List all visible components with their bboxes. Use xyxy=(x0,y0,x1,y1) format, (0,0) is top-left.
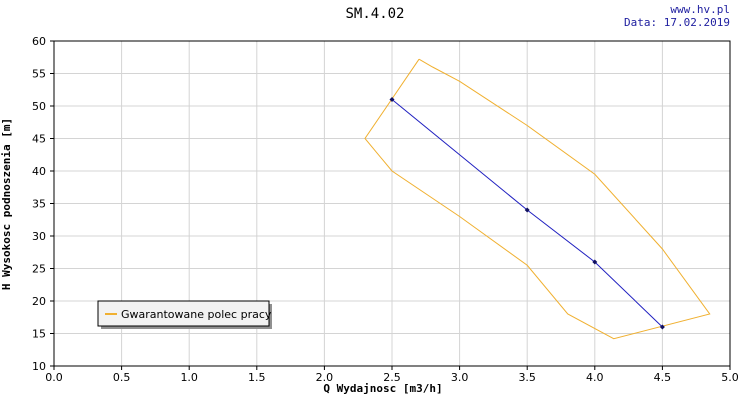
x-tick-label: 2.0 xyxy=(316,371,334,384)
x-tick-label: 3.0 xyxy=(451,371,469,384)
y-tick-label: 10 xyxy=(32,360,46,373)
x-tick-label: 0.5 xyxy=(113,371,131,384)
y-tick-label: 45 xyxy=(32,133,46,146)
y-tick-label: 60 xyxy=(32,35,46,48)
data-marks xyxy=(364,58,711,340)
plot-frame xyxy=(53,40,731,367)
y-tick-label: 20 xyxy=(32,295,46,308)
y-tick-label: 15 xyxy=(32,328,46,341)
x-tick-label: 3.5 xyxy=(518,371,536,384)
y-axis-title: H Wysokosc podnoszenia [m] xyxy=(0,118,13,290)
x-tick-label: 0.0 xyxy=(45,371,63,384)
chart-date: Data: 17.02.2019 xyxy=(624,16,730,29)
y-tick-label: 55 xyxy=(32,68,46,81)
x-tick-label: 4.5 xyxy=(654,371,672,384)
x-tick-label: 2.5 xyxy=(383,371,401,384)
y-tick-label: 25 xyxy=(32,263,46,276)
site-url[interactable]: www.hv.pl xyxy=(670,3,730,16)
legend: Gwarantowane polec pracy xyxy=(97,300,272,329)
curve-point-marker xyxy=(389,97,395,102)
curve-point-marker xyxy=(524,207,530,213)
y-tick-label: 35 xyxy=(32,198,46,211)
legend-label: Gwarantowane polec pracy xyxy=(121,308,272,321)
y-tick-label: 40 xyxy=(32,165,46,178)
legend-box xyxy=(97,300,270,327)
axis-ticks: 0.0 0.5 1.0 1.5 2.0 2.5 3.0 3.5 4.0 4.5 5.0 10 15 20 2… xyxy=(32,35,739,384)
chart-title: SM.4.02 xyxy=(345,6,404,22)
x-tick-label: 4.0 xyxy=(586,371,604,384)
curve-point-marker xyxy=(659,324,665,330)
x-tick-label: 1.5 xyxy=(248,371,266,384)
y-tick-label: 30 xyxy=(32,230,46,243)
x-tick-label: 1.0 xyxy=(180,371,198,384)
y-tick-label: 50 xyxy=(32,100,46,113)
x-axis-title: Q Wydajnosc [m3/h] xyxy=(323,382,442,395)
x-tick-label: 5.0 xyxy=(721,371,739,384)
operating-range-envelope xyxy=(364,58,711,340)
curve-point-marker xyxy=(592,259,598,265)
